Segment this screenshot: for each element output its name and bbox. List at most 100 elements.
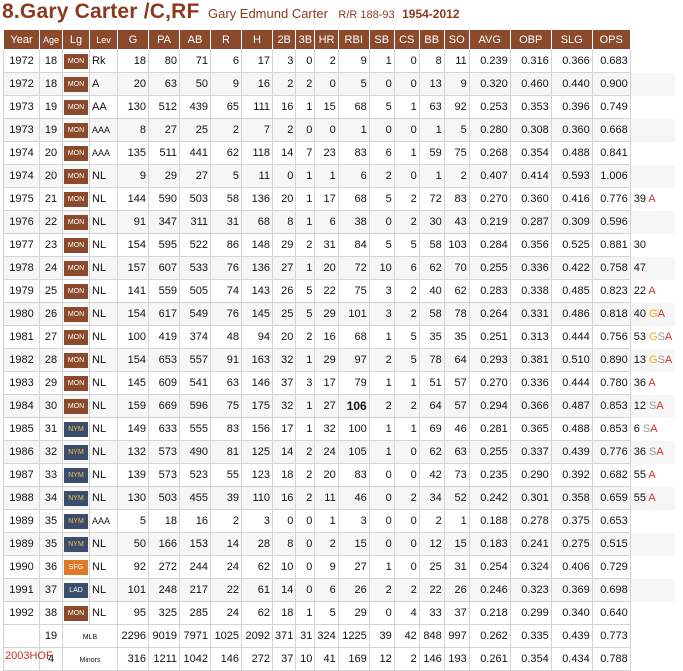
- awards-cell: [630, 579, 675, 602]
- table-row: 1982 28 MON NL 154 653 557 91 163 32 1 29 97 2 5 78 64 0.…: [3, 348, 676, 372]
- stat-cell: 511: [148, 141, 180, 165]
- stat-cell: 95: [117, 601, 149, 625]
- stat-cell: 0.823: [591, 279, 631, 303]
- stat-cell: 29: [337, 601, 370, 625]
- stat-cell: 69: [418, 417, 445, 441]
- stat-cell: 0.365: [509, 417, 552, 441]
- team-badge: MON: [64, 329, 88, 345]
- award-text: A: [650, 423, 658, 435]
- stat-cell: 0: [295, 49, 316, 73]
- stat-cell: 40: [418, 279, 445, 303]
- stat-cell: 439: [179, 95, 211, 119]
- stat-cell: 1: [393, 371, 420, 395]
- stat-cell: 1042: [179, 647, 211, 671]
- stat-cell: 0.261: [468, 647, 511, 671]
- stat-cell: 145: [241, 302, 273, 326]
- stat-cell: 669: [148, 394, 180, 418]
- table-row: 1979 25 MON NL 141 559 505 74 143 26 5 22 75 3 2 40 62 0.…: [3, 279, 676, 303]
- stat-cell: 0.366: [550, 49, 593, 73]
- year-cell: 1974: [3, 164, 40, 188]
- stat-cell: 8: [271, 210, 297, 234]
- award-text: A: [648, 285, 656, 297]
- stat-cell: 1025: [210, 624, 242, 648]
- stat-cell: 1211: [148, 647, 180, 671]
- stat-cell: 46: [337, 486, 370, 510]
- stat-cell: 325: [148, 601, 180, 625]
- stat-cell: 23: [314, 141, 339, 165]
- table-row: 1989 35 NYM NL 50 166 153 14 28 8 0 2 15 0 0 12 15 0.183 0…: [3, 532, 676, 556]
- stat-cell: 35: [418, 325, 445, 349]
- year-cell: 1973: [3, 95, 40, 119]
- awards-cell: 55 A: [630, 487, 675, 510]
- stat-cell: 27: [314, 394, 339, 418]
- stat-cell: 2: [368, 394, 395, 418]
- stat-cell: 154: [117, 302, 149, 326]
- stat-cell: 2: [295, 486, 316, 510]
- stat-cell: 32: [271, 394, 297, 418]
- stat-cell: 63: [443, 440, 470, 464]
- level-cell: NL: [89, 233, 118, 257]
- stat-cell: 347: [148, 210, 180, 234]
- stat-cell: 1: [295, 601, 316, 625]
- stat-cell: 0.270: [468, 187, 511, 211]
- team-cell: MON: [62, 164, 90, 188]
- stat-cell: 0.485: [550, 279, 593, 303]
- stat-cell: 2: [368, 578, 395, 602]
- stat-cell: 141: [117, 279, 149, 303]
- stat-cell: 105: [337, 440, 370, 464]
- stat-cell: 7: [241, 118, 273, 142]
- stat-cell: 62: [418, 440, 445, 464]
- stat-cell: 123: [241, 463, 273, 487]
- stat-cell: 148: [241, 233, 273, 257]
- stat-cell: 145: [117, 371, 149, 395]
- stat-cell: 0.818: [591, 302, 631, 326]
- age-cell: 19: [39, 95, 63, 119]
- stat-cell: 68: [337, 187, 370, 211]
- team-badge: MON: [64, 283, 88, 299]
- stat-cell: 18: [117, 49, 149, 73]
- stat-cell: 2: [271, 72, 297, 96]
- stat-cell: 6: [210, 49, 242, 73]
- stat-cell: 2: [393, 394, 420, 418]
- stat-cell: 58: [210, 187, 242, 211]
- stat-cell: 10: [271, 555, 297, 579]
- stat-cell: 17: [314, 187, 339, 211]
- stat-cell: 0: [295, 555, 316, 579]
- age-cell: 20: [39, 141, 63, 165]
- stat-cell: 0.358: [550, 486, 593, 510]
- team-badge: LAD: [64, 582, 88, 598]
- table-row: 1976 22 MON NL 91 347 311 31 68 8 1 6 38 0 2 30 43 0.219 0…: [3, 210, 676, 234]
- stat-cell: 14: [210, 532, 242, 556]
- award-text: A: [657, 308, 665, 320]
- stat-cell: 2: [393, 187, 420, 211]
- stat-cell: 0.439: [550, 440, 593, 464]
- stat-cell: 17: [241, 49, 273, 73]
- table-row: 1989 35 NYM AAA 5 18 16 2 3 0 0 1 3 0 0 2 1 0.188 0.278 0.3…: [3, 509, 676, 533]
- column-header: CS: [393, 29, 420, 50]
- stat-cell: 6: [337, 164, 370, 188]
- stat-cell: 2092: [241, 624, 273, 648]
- year-cell: 1972: [3, 72, 40, 96]
- column-header: PA: [148, 29, 180, 50]
- totals-row: 19 MLB 2296 9019 7971 1025 2092 371 31 324 1225 39 4…: [3, 624, 676, 648]
- stat-cell: 0: [368, 210, 395, 234]
- stat-cell: 27: [271, 256, 297, 280]
- stat-cell: 1: [295, 95, 316, 119]
- age-cell: 26: [39, 302, 63, 326]
- stat-cell: 154: [117, 348, 149, 372]
- stat-cell: 7971: [179, 624, 211, 648]
- stat-cell: 57: [443, 394, 470, 418]
- stat-cell: 14: [271, 440, 297, 464]
- stat-cell: 1: [295, 256, 316, 280]
- team-badge: NYM: [64, 513, 88, 529]
- stat-cell: 100: [337, 417, 370, 441]
- stat-cell: 617: [148, 302, 180, 326]
- level-cell: NL: [89, 210, 118, 234]
- stat-cell: 2: [295, 440, 316, 464]
- stat-cell: 91: [210, 348, 242, 372]
- stat-cell: 25: [271, 302, 297, 326]
- award-text: S: [657, 331, 665, 343]
- stat-cell: 24: [210, 601, 242, 625]
- stat-cell: 523: [179, 463, 211, 487]
- stat-cell: 17: [271, 417, 297, 441]
